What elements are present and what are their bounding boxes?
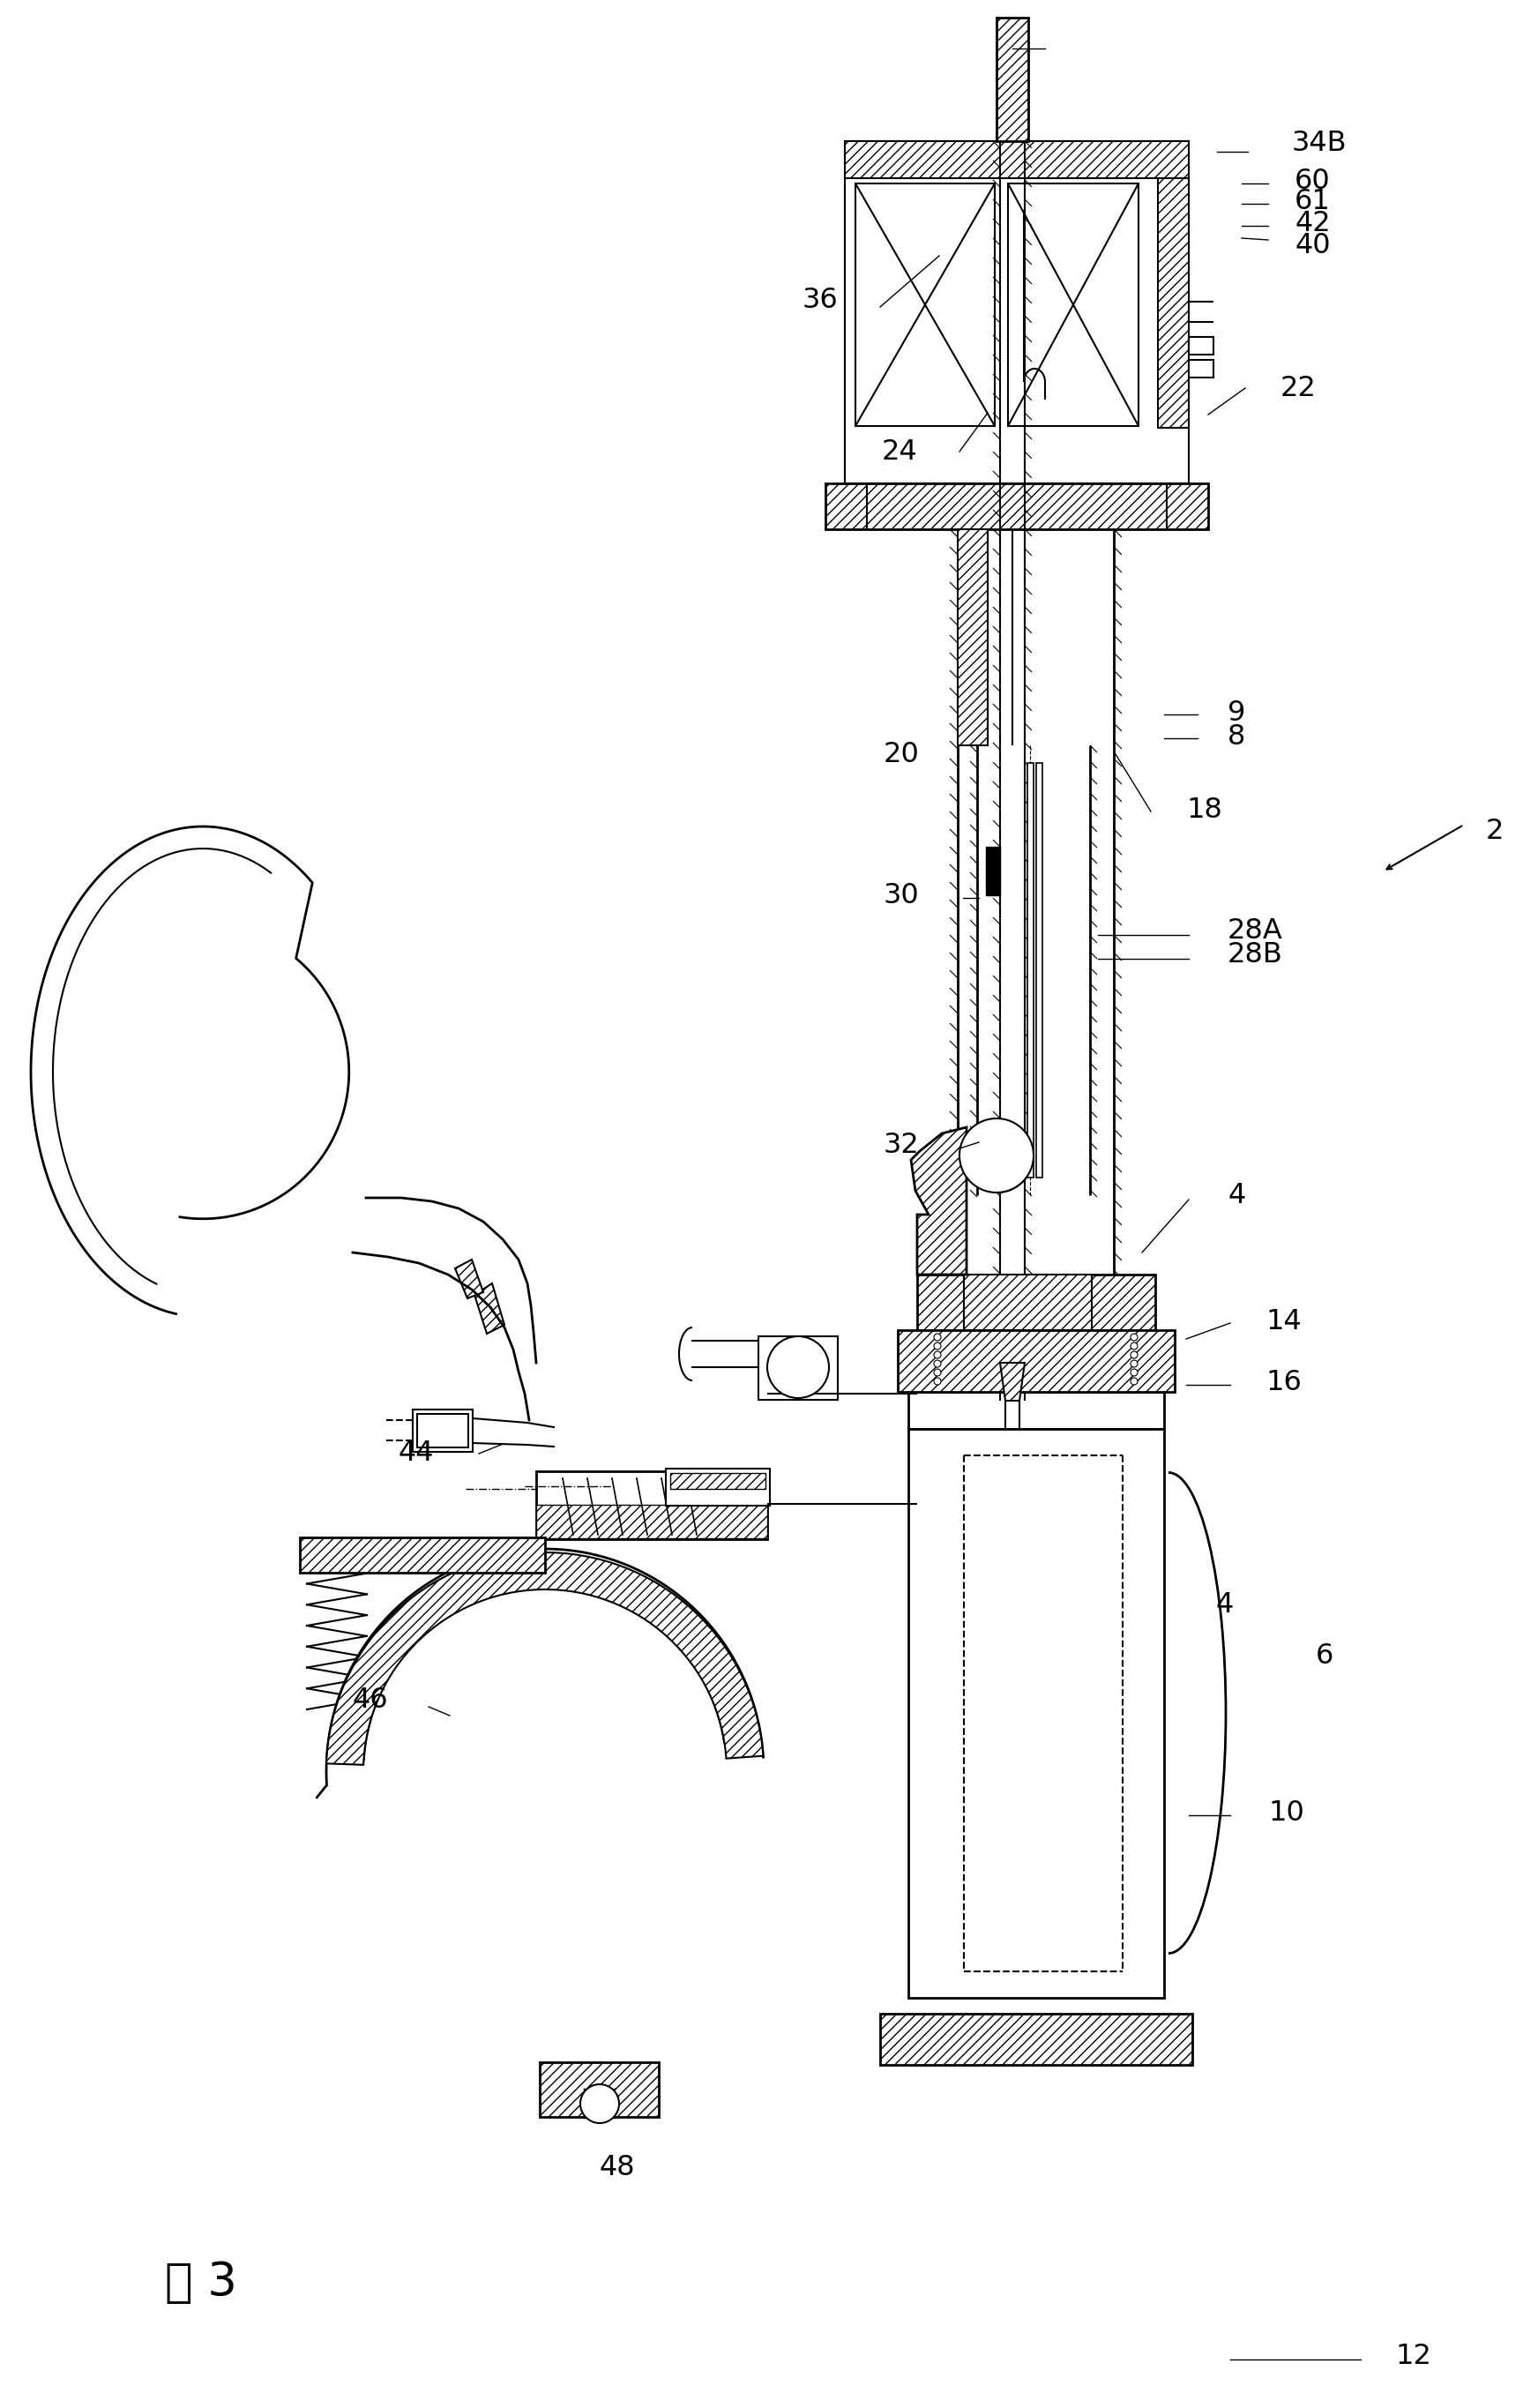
Text: 26: 26 (995, 24, 1030, 51)
Bar (540, 2061, 658, 2117)
Bar (1189, 337, 1213, 354)
Text: 14: 14 (1266, 1308, 1301, 1334)
Bar (997, 17, 1029, 142)
Bar (537, 1471, 767, 1539)
Text: 40: 40 (1295, 231, 1330, 260)
Circle shape (934, 1361, 941, 1368)
Circle shape (1130, 1377, 1138, 1385)
Bar (826, 484, 1209, 530)
Bar (909, 1428, 1164, 1999)
Bar (1158, 178, 1189, 429)
Text: 28B: 28B (1227, 942, 1283, 968)
Text: 48: 48 (600, 2155, 635, 2182)
Bar (300, 1536, 544, 1572)
Polygon shape (474, 1283, 504, 1334)
Circle shape (1130, 1344, 1138, 1348)
Text: 44: 44 (398, 1440, 434, 1466)
Text: 60: 60 (1295, 166, 1330, 195)
Bar (1037, 763, 1043, 1178)
Text: 20: 20 (883, 742, 918, 768)
Circle shape (1130, 1361, 1138, 1368)
Bar (964, 1274, 1092, 1329)
Bar (880, 2013, 1192, 2066)
Text: 8: 8 (1227, 722, 1246, 751)
Bar (412, 1409, 472, 1452)
Bar (909, 1392, 1164, 1428)
Wedge shape (326, 1553, 763, 1765)
Bar (844, 142, 1189, 484)
Text: 30: 30 (883, 881, 918, 908)
Circle shape (934, 1344, 941, 1348)
Text: 24: 24 (881, 438, 917, 465)
Text: 22: 22 (1281, 373, 1317, 402)
Bar (898, 1329, 1175, 1392)
Bar (417, 1413, 468, 1447)
Bar (1007, 183, 1138, 426)
Circle shape (934, 1368, 941, 1375)
Text: 4: 4 (1215, 1592, 1233, 1618)
Text: 36: 36 (801, 287, 838, 313)
Text: 42: 42 (1295, 209, 1330, 236)
Circle shape (934, 1377, 941, 1385)
Polygon shape (910, 1127, 966, 1274)
Text: 10: 10 (1269, 1799, 1304, 1825)
Text: 12: 12 (1395, 2343, 1432, 2369)
Text: 2: 2 (1486, 816, 1504, 845)
Bar (917, 1274, 1155, 1329)
Bar (958, 530, 987, 746)
Bar (855, 183, 995, 426)
Circle shape (934, 1351, 941, 1358)
Circle shape (1130, 1334, 1138, 1341)
Text: 61: 61 (1295, 188, 1330, 214)
Bar (758, 1336, 838, 1399)
Text: 4: 4 (1227, 1182, 1246, 1209)
Text: 32: 32 (883, 1132, 918, 1158)
Polygon shape (1000, 1363, 1024, 1401)
Text: 46: 46 (352, 1688, 388, 1714)
Bar (537, 1505, 767, 1539)
Text: 18: 18 (1186, 797, 1223, 824)
Bar (1189, 359, 1213, 378)
Text: 6: 6 (1317, 1642, 1333, 1671)
Circle shape (1130, 1368, 1138, 1375)
Polygon shape (455, 1259, 483, 1298)
Bar (666, 1469, 771, 1505)
Text: 9: 9 (1227, 698, 1246, 727)
Bar (986, 848, 1000, 896)
Text: 图 3: 图 3 (165, 2259, 237, 2307)
Circle shape (580, 2085, 620, 2124)
Circle shape (960, 1117, 1034, 1192)
Circle shape (767, 1336, 829, 1399)
Text: 16: 16 (1266, 1370, 1301, 1397)
Bar (671, 1474, 766, 1488)
Circle shape (934, 1334, 941, 1341)
Bar (1027, 763, 1034, 1178)
Bar (844, 142, 1189, 178)
Circle shape (1130, 1351, 1138, 1358)
Text: 28A: 28A (1227, 917, 1283, 944)
Text: 34B: 34B (1292, 130, 1347, 157)
